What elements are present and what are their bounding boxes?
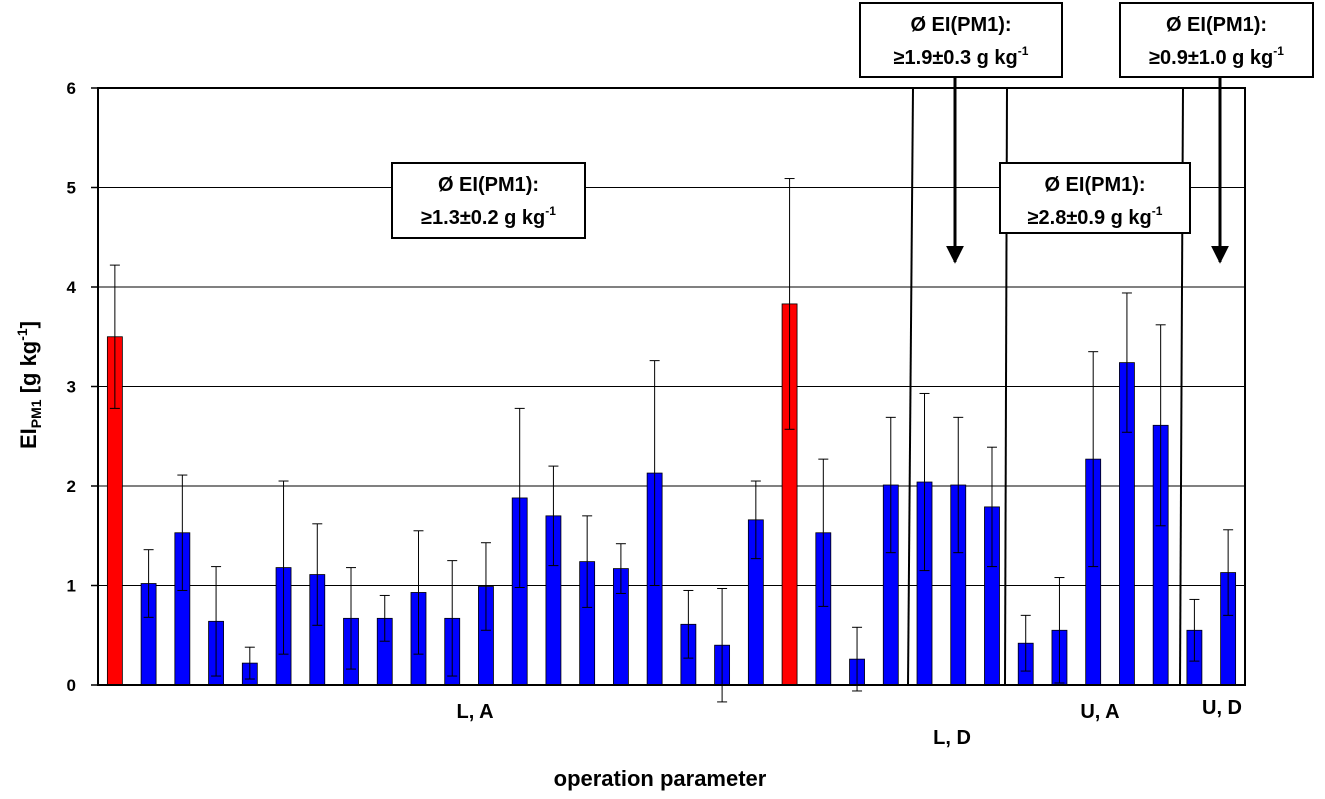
- error-bar: [649, 360, 660, 586]
- x-axis-label: operation parameter: [554, 766, 767, 791]
- error-bar: [447, 560, 458, 677]
- annotation-title: Ø EI(PM1):: [1044, 174, 1145, 196]
- error-bar: [177, 474, 188, 591]
- y-label-sub: PM1: [28, 399, 44, 428]
- annotation-value-text: ≥2.8±0.9 g kg: [1028, 207, 1152, 229]
- error-bar: [1054, 577, 1065, 684]
- error-bar: [379, 594, 390, 642]
- error-bar: [1020, 614, 1031, 672]
- error-bar: [109, 264, 120, 409]
- annotation-box: [391, 162, 586, 239]
- annotation-value-text: ≥1.3±0.2 g kg: [421, 207, 545, 229]
- y-tick-label: 2: [67, 477, 76, 496]
- y-label-end: ]: [16, 321, 41, 328]
- y-label-sup: -1: [14, 328, 30, 341]
- error-bar: [986, 446, 997, 568]
- group-label: L, D: [933, 727, 971, 749]
- error-bar: [683, 589, 694, 659]
- error-bar: [717, 587, 728, 703]
- error-bar: [413, 530, 424, 655]
- error-bar: [211, 566, 222, 677]
- y-tick-label: 1: [67, 577, 76, 596]
- error-bar: [852, 626, 863, 692]
- annotation-box: [859, 2, 1063, 78]
- group-label: L, A: [456, 701, 493, 723]
- error-bar: [480, 542, 491, 631]
- group-separator: [907, 87, 914, 686]
- y-tick-label: 0: [67, 676, 76, 695]
- annotation-value: ≥2.8±0.9 g kg-1: [1028, 204, 1163, 229]
- annotation-value-sup: -1: [1152, 204, 1163, 218]
- error-bar: [750, 480, 761, 560]
- y-axis-label: EIPM1 [g kg-1]: [14, 321, 44, 449]
- error-bar: [1155, 324, 1166, 527]
- error-bar: [1088, 351, 1099, 568]
- error-bar: [1189, 598, 1200, 662]
- error-bar: [953, 416, 964, 554]
- y-tick-label: 4: [67, 278, 77, 297]
- error-bar: [818, 458, 829, 607]
- annotation-value-sup: -1: [1018, 44, 1029, 58]
- y-label-rest: [g kg: [16, 341, 41, 400]
- y-tick-label: 6: [67, 79, 76, 98]
- error-bar: [244, 646, 255, 680]
- annotation-value-sup: -1: [1273, 44, 1284, 58]
- annotation-title: Ø EI(PM1):: [1166, 14, 1267, 36]
- group-label: U, A: [1080, 701, 1119, 723]
- group-label: U, D: [1202, 697, 1242, 719]
- error-bar: [885, 416, 896, 554]
- annotation-title: Ø EI(PM1):: [438, 174, 539, 196]
- annotation-value: ≥1.9±0.3 g kg-1: [894, 44, 1029, 69]
- error-bar: [582, 515, 593, 608]
- annotation-box: [999, 162, 1191, 234]
- y-tick-label: 5: [67, 179, 76, 198]
- error-bar: [346, 567, 357, 670]
- annotation-value-sup: -1: [545, 204, 556, 218]
- error-bar: [784, 178, 795, 430]
- error-bar: [312, 523, 323, 626]
- annotation-value-text: ≥0.9±1.0 g kg: [1149, 47, 1273, 69]
- error-bar: [1223, 529, 1234, 616]
- error-bar: [278, 480, 289, 655]
- y-label-main: EI: [16, 428, 41, 449]
- annotation-value-text: ≥1.9±0.3 g kg: [894, 47, 1018, 69]
- error-bar: [143, 549, 154, 618]
- annotation-value: ≥1.3±0.2 g kg-1: [421, 204, 556, 229]
- y-tick-label: 3: [67, 378, 76, 397]
- error-bar: [548, 465, 559, 567]
- error-bar: [514, 407, 525, 588]
- error-bar: [919, 392, 930, 572]
- error-bar: [1121, 292, 1132, 433]
- plot-frame: [97, 87, 1246, 686]
- error-bar: [615, 543, 626, 594]
- annotation-box: [1119, 2, 1314, 78]
- annotation-title: Ø EI(PM1):: [910, 14, 1011, 36]
- annotation-value: ≥0.9±1.0 g kg-1: [1149, 44, 1284, 69]
